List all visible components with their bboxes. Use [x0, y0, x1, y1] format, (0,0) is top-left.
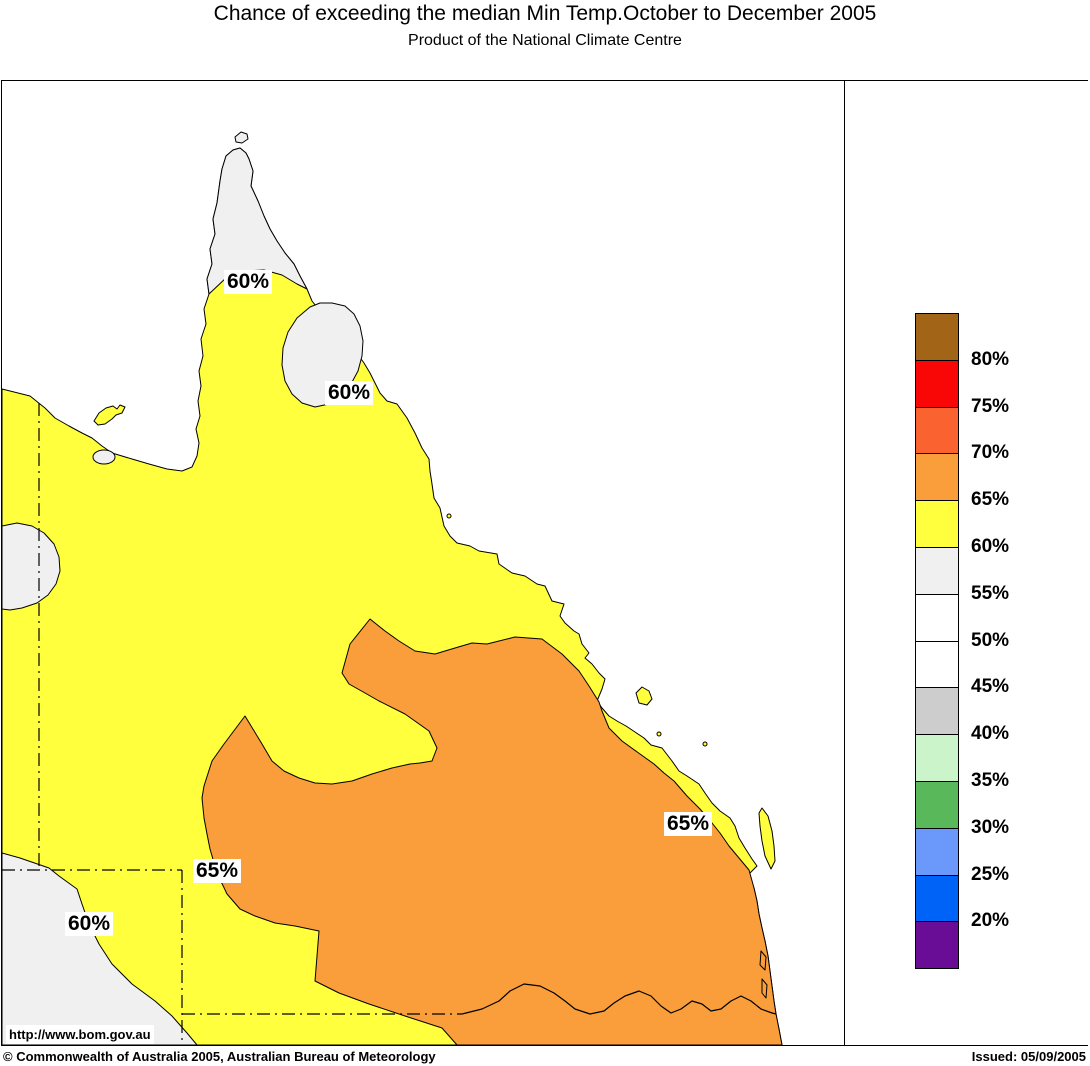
legend-label-65pct: 65%: [971, 489, 1010, 511]
legend-swatch-7: [915, 640, 959, 689]
map-frame: 60% 60% 65% 65% 60% http://www.bom.gov.au 80…: [1, 80, 1088, 1046]
region-label: 65%: [663, 812, 713, 836]
region-label: 65%: [192, 859, 242, 883]
legend-label-80pct: 80%: [971, 348, 1010, 370]
coastal-islet: [656, 731, 662, 737]
region-label: 60%: [324, 381, 374, 405]
moreton-islet: [759, 950, 767, 971]
whitsunday-island: [635, 686, 653, 706]
mornington-island: [93, 404, 126, 426]
cape-york-region-55-60pct: [206, 147, 308, 295]
southeast-region-65-70pct: [201, 618, 783, 1045]
cape-tip-island: [234, 131, 249, 144]
legend-swatch-8: [915, 687, 959, 736]
legend-swatch-5: [915, 546, 959, 595]
coastal-islet: [446, 513, 452, 519]
region-label: 60%: [223, 270, 273, 294]
legend-swatch-6: [915, 593, 959, 642]
coastal-islet: [702, 741, 708, 747]
legend-swatch-1: [915, 359, 959, 408]
wellesley-island-55-60pct: [92, 449, 116, 465]
legend-swatch-column: [915, 313, 959, 970]
legend-label-60pct: 60%: [971, 536, 1010, 557]
region-label: 60%: [64, 912, 114, 936]
bom-url-watermark: http://www.bom.gov.au: [6, 1025, 154, 1044]
legend-swatch-11: [915, 827, 959, 876]
legend-label-30pct: 30%: [971, 816, 1010, 838]
legend-label-55pct: 55%: [971, 582, 1010, 604]
legend-swatch-4: [915, 500, 959, 548]
legend-swatch-2: [915, 406, 959, 455]
moreton-islet: [761, 978, 768, 999]
west-edge-region-55-60pct: [2, 522, 61, 611]
page-subtitle: Product of the National Climate Centre: [408, 32, 682, 49]
legend-label-45pct: 45%: [971, 676, 1010, 698]
page-title: Chance of exceeding the median Min Temp.…: [213, 2, 877, 25]
legend-panel: 80% 75% 70% 65% 60% 55% 50% 45% 40% 35% 30% 25% 20%: [844, 81, 1088, 1045]
legend-swatch-13: [915, 921, 959, 970]
legend-label-20pct: 20%: [971, 910, 1010, 932]
queensland-probability-map: [2, 131, 783, 1045]
legend-swatch-0: [915, 313, 959, 361]
issued-date: Issued: 05/09/2005: [971, 1049, 1086, 1064]
southwest-region-55-60pct: [2, 852, 198, 1045]
legend-label-50pct: 50%: [971, 629, 1010, 651]
fraser-island: [758, 807, 776, 870]
legend-label-40pct: 40%: [971, 723, 1010, 745]
river-border-qld-nsw: [461, 983, 777, 1015]
legend-swatch-10: [915, 780, 959, 829]
legend-label-75pct: 75%: [971, 395, 1010, 417]
legend-label-25pct: 25%: [971, 863, 1010, 885]
legend-label-70pct: 70%: [971, 442, 1010, 464]
legend-swatch-9: [915, 734, 959, 782]
copyright-text: © Commonwealth of Australia 2005, Austra…: [3, 1049, 436, 1064]
legend-swatch-3: [915, 453, 959, 502]
legend-swatch-12: [915, 874, 959, 923]
legend-label-35pct: 35%: [971, 770, 1010, 791]
